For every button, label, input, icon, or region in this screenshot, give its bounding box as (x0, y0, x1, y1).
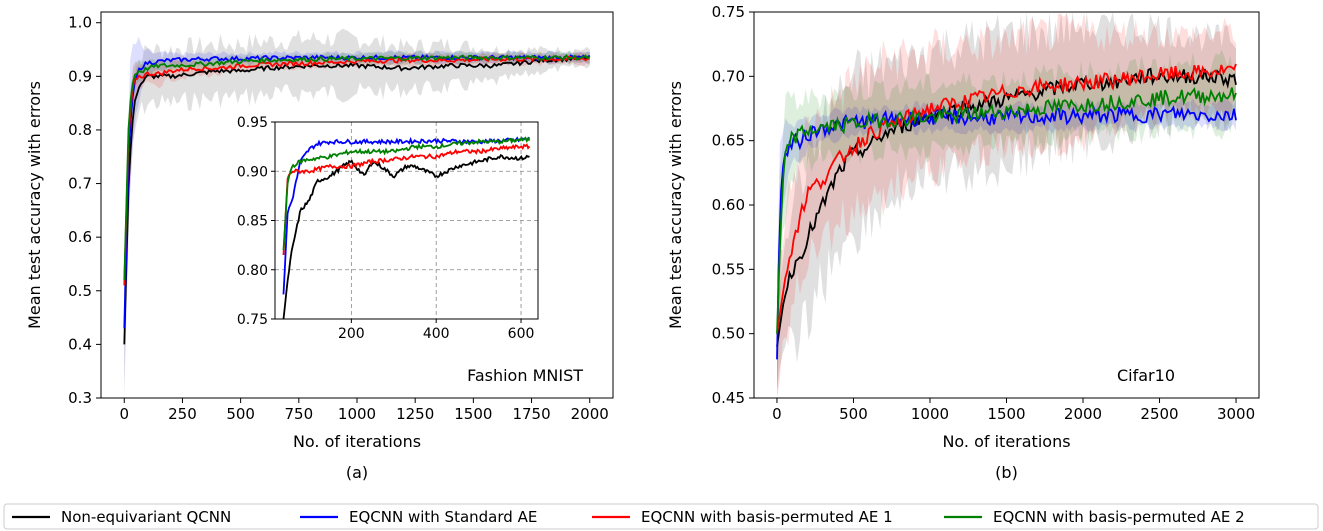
panel-b-ticks: 0 500 1000 1500 2000 2500 3000 0.45 0.50 0.55 0.60… (712, 3, 1256, 423)
inset-series-line-non_equivariant (282, 154, 530, 320)
x-tick-label: 500 (839, 405, 868, 423)
x-tick-label: 1000 (338, 405, 376, 423)
inset-ticks: 200 400 600 0.75 0.80 0.85 0.90 0.95 (237, 115, 535, 342)
y-tick-label: 0.55 (712, 260, 745, 278)
y-tick-label: 0.60 (712, 196, 745, 214)
inset-x-tick-label: 400 (423, 326, 450, 342)
inset-y-tick-label: 0.90 (237, 164, 268, 180)
x-tick-label: 1500 (987, 405, 1025, 423)
y-tick-label: 0.5 (68, 282, 92, 300)
inset-series-line-basis_permuted_ae2 (282, 136, 531, 251)
legend: Non-equivariant QCNN EQCNN with Standard … (3, 503, 1319, 530)
y-tick-label: 0.7 (68, 175, 92, 193)
panel-a-ylabel: Mean test accuracy with errors (25, 81, 44, 329)
y-tick-label: 0.4 (68, 335, 92, 353)
legend-items: Non-equivariant QCNN EQCNN with Standard … (12, 508, 1245, 526)
y-tick-label: 0.70 (712, 67, 745, 85)
inset-series-line-basis_permuted_ae1 (282, 143, 531, 256)
panel-a-chart: 0 250 500 750 1000 1250 1500 1750 2000 0.3 0.4 0.5 0… (25, 11, 614, 482)
inset-x-tick-label: 200 (338, 326, 365, 342)
inset-y-tick-label: 0.95 (237, 115, 268, 131)
inset-y-tick-label: 0.85 (237, 214, 268, 230)
series-line-non_equivariant (123, 54, 591, 345)
panel-b-frame (753, 11, 1260, 399)
error-band-basis_permuted_ae2 (777, 49, 1236, 396)
error-band-non_equivariant (777, 12, 1236, 392)
y-tick-label: 0.3 (68, 389, 92, 407)
y-tick-label: 0.6 (68, 228, 92, 246)
y-tick-label: 0.9 (68, 67, 92, 85)
y-tick-label: 0.75 (712, 3, 745, 21)
series-line-basis_permuted_ae2 (776, 86, 1237, 334)
x-tick-label: 0 (772, 405, 782, 423)
y-tick-label: 0.8 (68, 121, 92, 139)
x-tick-label: 1750 (512, 405, 550, 423)
series-line-basis_permuted_ae1 (776, 63, 1237, 334)
panel-a-ticks: 0 250 500 750 1000 1250 1500 1750 2000 0.3 0.4 0.5 0… (68, 14, 609, 423)
x-tick-label: 0 (119, 405, 129, 423)
legend-frame (3, 503, 1319, 530)
x-tick-label: 2000 (1064, 405, 1102, 423)
panel-b-ylabel: Mean test accuracy with errors (666, 81, 685, 329)
x-tick-label: 750 (284, 405, 313, 423)
inset-lines (282, 136, 531, 320)
y-tick-label: 1.0 (68, 14, 92, 32)
y-tick-label: 0.50 (712, 325, 745, 343)
panel-b-lines (776, 63, 1237, 360)
x-tick-label: 2000 (571, 405, 609, 423)
inset-frame (274, 121, 539, 320)
inset-x-tick-label: 600 (508, 326, 535, 342)
legend-label-non_equivariant: Non-equivariant QCNN (61, 508, 231, 526)
legend-label-standard_ae: EQCNN with Standard AE (349, 508, 537, 526)
x-tick-label: 2500 (1140, 405, 1178, 423)
inset-y-tick-label: 0.75 (237, 312, 268, 328)
inset-background (275, 122, 538, 319)
y-tick-label: 0.65 (712, 132, 745, 150)
panel-b-chart: 0 500 1000 1500 2000 2500 3000 0.45 0.50 0.55 0.60… (666, 3, 1260, 482)
y-tick-label: 0.45 (712, 389, 745, 407)
panel-a-xlabel: No. of iterations (293, 432, 421, 451)
inset-y-tick-label: 0.80 (237, 263, 268, 279)
panel-b-xlabel: No. of iterations (942, 432, 1070, 451)
panel-a-annotation: Fashion MNIST (467, 366, 583, 385)
panel-a-inset: 200 400 600 0.75 0.80 0.85 0.90 0.95 (237, 115, 539, 342)
error-band-basis_permuted_ae1 (777, 12, 1236, 398)
legend-label-basis_permuted_ae1: EQCNN with basis-permuted AE 1 (641, 508, 893, 526)
x-tick-label: 1500 (454, 405, 492, 423)
panel-b-label: (b) (995, 463, 1018, 482)
legend-label-basis_permuted_ae2: EQCNN with basis-permuted AE 2 (993, 508, 1245, 526)
x-tick-label: 250 (168, 405, 197, 423)
panel-a-frame (100, 11, 614, 399)
series-line-basis_permuted_ae2 (123, 53, 591, 281)
x-tick-label: 1000 (911, 405, 949, 423)
panel-a-lines (123, 53, 591, 345)
x-tick-label: 1250 (396, 405, 434, 423)
x-tick-label: 500 (226, 405, 255, 423)
x-tick-label: 3000 (1217, 405, 1255, 423)
panel-b-annotation: Cifar10 (1117, 366, 1175, 385)
panel-a-label: (a) (346, 463, 368, 482)
